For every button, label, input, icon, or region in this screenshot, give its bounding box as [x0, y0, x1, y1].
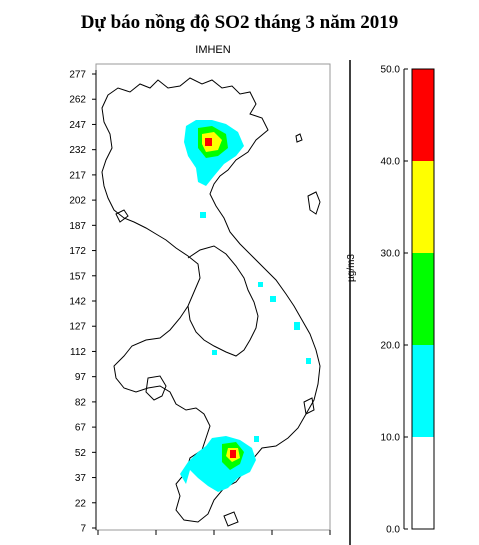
legend-tick-label: 30.0	[381, 249, 401, 260]
so2-patch-central-5	[212, 350, 217, 355]
y-tick-label: 202	[69, 196, 86, 207]
so2-patch-north-small	[200, 212, 206, 218]
x-axis-ticks	[97, 530, 331, 535]
so2-patch-south-max	[230, 450, 236, 458]
legend-bin	[412, 253, 434, 345]
so2-patch-north-max	[205, 138, 212, 146]
legend-bin	[412, 437, 434, 529]
legend-unit-label: µg/m3	[346, 254, 357, 282]
y-tick-label: 97	[75, 372, 87, 383]
map-subtitle: IMHEN	[195, 44, 231, 56]
y-tick-label: 127	[69, 322, 86, 333]
legend-tick-label: 40.0	[381, 157, 401, 168]
y-tick-label: 67	[75, 423, 87, 434]
legend-bin	[412, 69, 434, 161]
y-tick-label: 22	[75, 498, 87, 509]
y-tick-label: 52	[75, 448, 87, 459]
y-axis-ticks: 277 262 247 232 217 202 187 172 157 142 127 112 97 82…	[69, 70, 96, 535]
y-tick-label: 277	[69, 70, 86, 81]
page-title: Dự báo nồng độ SO2 tháng 3 năm 2019	[80, 12, 399, 33]
legend-tick-label: 20.0	[381, 341, 401, 352]
y-tick-label: 82	[75, 397, 87, 408]
legend-bin	[412, 345, 434, 437]
color-legend: 50.0 40.0 30.0 20.0 10.0 0.0	[381, 65, 435, 536]
y-tick-label: 262	[69, 95, 86, 106]
so2-patch-central-3	[294, 322, 300, 330]
so2-concentration-layer	[180, 120, 311, 492]
so2-patch-south-low	[180, 436, 256, 492]
y-tick-label: 187	[69, 221, 86, 232]
so2-patch-central-4	[306, 358, 311, 364]
legend-bin	[412, 161, 434, 253]
y-tick-label: 217	[69, 170, 86, 181]
so2-patch-central-1	[258, 282, 263, 287]
y-tick-label: 112	[70, 347, 86, 358]
y-tick-label: 142	[69, 297, 86, 308]
y-tick-label: 232	[69, 145, 86, 156]
legend-tick-label: 10.0	[381, 433, 401, 444]
vietnam-outline	[101, 77, 321, 527]
legend-tick-label: 0.0	[386, 525, 400, 536]
legend-frame	[411, 68, 435, 530]
y-tick-label: 37	[75, 473, 87, 484]
so2-patch-south-small	[254, 436, 259, 442]
y-tick-label: 7	[80, 524, 86, 535]
legend-tick-label: 50.0	[381, 65, 401, 76]
y-tick-label: 172	[69, 246, 86, 257]
y-tick-label: 247	[69, 120, 86, 131]
y-tick-label: 157	[69, 271, 86, 282]
so2-patch-central-2	[270, 296, 276, 302]
